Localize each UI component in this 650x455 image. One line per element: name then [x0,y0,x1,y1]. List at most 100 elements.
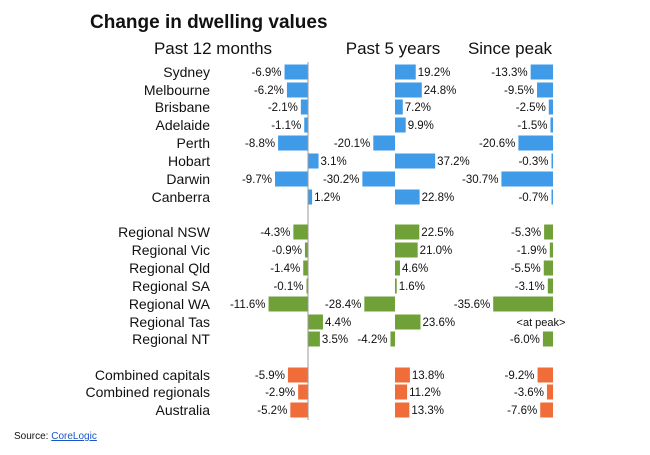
value-label-since-peak-adelaide: -1.5% [517,120,547,132]
bar-past-5-years-regional-nsw [395,224,420,240]
bar-past-5-years-brisbane [395,99,403,115]
category-label-combined-capitals: Combined capitals [95,367,210,383]
bar-past-12-months-melbourne [286,82,308,98]
value-label-past-5-years-sydney: 19.2% [418,67,451,79]
source-prefix: Source: [14,431,52,442]
value-label-past-12-months-darwin: -9.7% [242,174,272,186]
bar-past-12-months-canberra [308,189,313,205]
value-label-past-5-years-australia: 13.3% [411,405,444,417]
bar-past-12-months-regional-qld [303,260,308,276]
bar-since-peak-combined-capitals [537,367,553,383]
bar-past-12-months-regional-vic [304,242,308,258]
category-label-sydney: Sydney [163,64,210,80]
column-header-since-peak: Since peak [468,39,553,58]
value-label-since-peak-canberra: -0.7% [518,192,548,204]
source-note: Source: CoreLogic [14,431,97,442]
bar-past-5-years-australia [395,402,410,418]
value-label-past-5-years-adelaide: 9.9% [408,120,434,132]
value-label-past-5-years-brisbane: 7.2% [405,102,431,114]
value-label-past-12-months-regional-nsw: -4.3% [260,227,290,239]
bar-since-peak-hobart [551,153,553,169]
value-label-past-5-years-regional-vic: 21.0% [420,245,453,257]
value-label-past-12-months-sydney: -6.9% [251,67,281,79]
bar-since-peak-sydney [530,64,553,80]
bar-since-peak-darwin [501,171,553,187]
value-label-past-12-months-hobart: 3.1% [321,156,347,168]
value-label-past-12-months-canberra: 1.2% [314,192,340,204]
value-label-since-peak-regional-vic: -1.9% [517,245,547,257]
value-label-since-peak-melbourne: -9.5% [504,85,534,97]
value-label-since-peak-perth: -20.6% [479,138,515,150]
chart-title: Change in dwelling values [90,12,328,33]
bar-past-5-years-regional-qld [395,260,400,276]
bar-past-5-years-regional-nt [390,331,395,347]
category-label-brisbane: Brisbane [155,99,210,115]
category-label-regional-tas: Regional Tas [129,314,210,330]
category-label-melbourne: Melbourne [144,82,210,98]
value-label-past-12-months-perth: -8.8% [245,138,275,150]
bar-past-12-months-regional-tas [308,314,323,330]
bar-past-5-years-combined-capitals [395,367,410,383]
bar-past-12-months-combined-capitals [287,367,308,383]
category-label-darwin: Darwin [166,171,210,187]
bar-past-5-years-regional-vic [395,242,418,258]
bar-past-5-years-sydney [395,64,416,80]
value-label-since-peak-hobart: -0.3% [518,156,548,168]
bar-past-5-years-adelaide [395,117,406,133]
bar-since-peak-adelaide [550,117,553,133]
bar-past-5-years-canberra [395,189,420,205]
category-label-regional-sa: Regional SA [132,278,210,294]
bar-past-12-months-regional-nsw [293,224,308,240]
column-header-past-12-months: Past 12 months [154,39,272,58]
value-label-past-5-years-hobart: 37.2% [437,156,470,168]
bar-past-5-years-combined-regionals [395,384,408,400]
value-label-since-peak-regional-sa: -3.1% [515,281,545,293]
category-label-regional-nt: Regional NT [132,331,210,347]
bar-past-5-years-melbourne [395,82,422,98]
column-header-past-5-years: Past 5 years [346,39,441,58]
value-label-past-12-months-melbourne: -6.2% [254,85,284,97]
bar-since-peak-regional-vic [549,242,553,258]
bar-past-5-years-regional-tas [395,314,421,330]
source-link[interactable]: CoreLogic [51,431,97,442]
bar-past-12-months-brisbane [300,99,308,115]
bar-past-12-months-regional-nt [308,331,320,347]
value-label-past-12-months-regional-tas: 4.4% [325,317,351,329]
value-label-past-5-years-darwin: -30.2% [323,174,359,186]
value-label-past-5-years-regional-qld: 4.6% [402,263,428,275]
value-label-past-5-years-melbourne: 24.8% [424,85,457,97]
value-label-past-5-years-regional-nsw: 22.5% [421,227,454,239]
value-label-past-12-months-regional-qld: -1.4% [270,263,300,275]
value-label-past-12-months-adelaide: -1.1% [271,120,301,132]
value-label-since-peak-regional-nsw: -5.3% [511,227,541,239]
category-label-adelaide: Adelaide [156,117,211,133]
value-label-since-peak-brisbane: -2.5% [516,102,546,114]
bar-past-12-months-darwin [275,171,308,187]
bar-since-peak-perth [518,135,553,151]
value-label-past-12-months-regional-sa: -0.1% [273,281,303,293]
value-label-past-5-years-regional-sa: 1.6% [399,281,425,293]
value-label-since-peak-darwin: -30.7% [462,174,498,186]
category-label-regional-vic: Regional Vic [132,242,210,258]
value-label-past-12-months-regional-nt: 3.5% [322,334,348,346]
category-label-hobart: Hobart [168,153,210,169]
bar-since-peak-regional-nt [542,331,553,347]
bar-past-12-months-adelaide [304,117,308,133]
value-label-since-peak-regional-nt: -6.0% [510,334,540,346]
bar-past-5-years-regional-sa [395,278,397,294]
value-label-past-12-months-combined-capitals: -5.9% [255,370,285,382]
bar-past-12-months-hobart [308,153,319,169]
bar-past-12-months-combined-regionals [298,384,308,400]
bar-since-peak-melbourne [537,82,553,98]
value-label-past-12-months-regional-wa: -11.6% [230,299,266,311]
bar-since-peak-regional-qld [543,260,553,276]
bar-past-12-months-regional-sa [306,278,308,294]
bar-past-12-months-perth [278,135,308,151]
bar-since-peak-australia [540,402,553,418]
value-label-since-peak-sydney: -13.3% [491,67,527,79]
bar-past-5-years-darwin [362,171,395,187]
value-label-past-5-years-regional-tas: 23.6% [422,317,455,329]
category-label-regional-nsw: Regional NSW [118,224,211,240]
category-label-perth: Perth [177,135,210,151]
category-label-regional-qld: Regional Qld [129,260,210,276]
